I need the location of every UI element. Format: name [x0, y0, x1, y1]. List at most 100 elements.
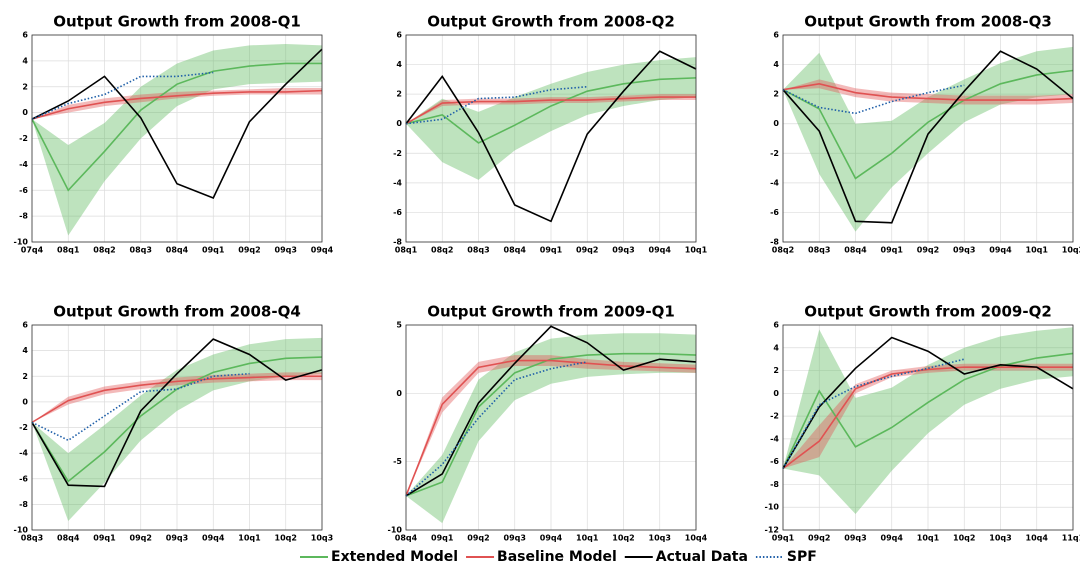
x-tick-label: 09q4	[649, 246, 672, 255]
y-tick-label: -10	[765, 503, 780, 512]
y-tick-label: -6	[770, 457, 779, 466]
series-line	[31, 71, 214, 120]
panel: -8 -6 -4 -2 0 2 4 6 08q1 08q2 08q3 08q4 09q1 09q2 09q3…	[393, 13, 708, 255]
chart-title: Output Growth from 2008-Q3	[804, 13, 1052, 31]
y-tick-label: 4	[773, 60, 779, 69]
series-line	[405, 85, 588, 125]
series-line	[31, 62, 322, 192]
panel: -12 -10 -8 -6 -4 -2 0 2 4 6 09q1 09q2 09q3 09q4 10q1 10…	[765, 303, 1080, 543]
y-tick-label: -4	[19, 160, 28, 169]
x-tick-label: 08q3	[467, 246, 489, 255]
y-tick-label: -2	[393, 149, 402, 158]
y-tick-label: 4	[22, 56, 28, 65]
x-tick-label: 08q3	[21, 534, 43, 543]
x-tick-label: 09q1	[772, 534, 795, 543]
series-line	[405, 352, 697, 497]
chart-title: Output Growth from 2009-Q1	[427, 303, 675, 321]
y-tick-label: -10	[388, 526, 403, 535]
y-tick-label: -8	[393, 238, 402, 247]
series-line	[782, 352, 1074, 469]
x-tick-label: 09q1	[202, 246, 225, 255]
panel: -10 -8 -6 -4 -2 0 2 4 6 07q4 08q1 08q2 08q3 08q4 09q1 0…	[14, 13, 334, 255]
x-tick-label: 09q1	[93, 534, 116, 543]
series-line	[405, 96, 696, 125]
x-tick-label: 10q1	[1026, 246, 1049, 255]
plot-frame	[782, 34, 1074, 243]
series-line	[31, 48, 323, 200]
x-tick-label: 09q2	[576, 246, 598, 255]
band	[783, 46, 1073, 232]
x-tick-label: 10q1	[917, 534, 940, 543]
x-tick-label: 10q2	[275, 534, 297, 543]
series-line	[31, 356, 323, 483]
y-tick-label: -10	[14, 238, 29, 247]
series-line	[782, 50, 1074, 224]
series-line	[31, 375, 322, 424]
panel: -10 -5 0 5 08q4 09q1 09q2 09q3 09q4 10q1 10q2 10q3 1…	[388, 303, 708, 543]
y-tick-label: -4	[770, 434, 779, 443]
y-tick-label: -8	[19, 212, 28, 221]
x-tick-label: 09q3	[166, 534, 188, 543]
band	[406, 355, 696, 496]
chart-title: Output Growth from 2008-Q2	[427, 13, 675, 31]
y-tick-label: 4	[396, 60, 402, 69]
y-tick-label: -8	[770, 480, 779, 489]
y-tick-label: 2	[773, 366, 779, 375]
y-tick-label: 2	[396, 90, 402, 99]
x-tick-label: 10q3	[989, 534, 1011, 543]
y-tick-label: -6	[19, 186, 28, 195]
x-tick-label: 10q2	[1062, 246, 1080, 255]
x-tick-label: 09q1	[881, 246, 904, 255]
x-tick-label: 10q1	[685, 246, 708, 255]
y-tick-label: 2	[22, 82, 28, 91]
x-tick-label: 07q4	[21, 246, 44, 255]
chart-title: Output Growth from 2008-Q4	[53, 303, 301, 321]
x-tick-label: 08q4	[166, 246, 189, 255]
y-tick-label: 6	[22, 321, 28, 330]
series-line	[782, 336, 1074, 469]
x-tick-label: 09q2	[917, 246, 939, 255]
y-tick-label: -2	[19, 423, 28, 432]
x-tick-label: 08q1	[57, 246, 80, 255]
series-line	[405, 359, 697, 497]
series-line	[782, 82, 1074, 101]
x-tick-label: 10q1	[576, 534, 599, 543]
y-tick-label: 0	[22, 108, 28, 117]
legend-label: SPF	[787, 549, 817, 565]
x-tick-label: 08q1	[395, 246, 418, 255]
y-tick-label: 6	[396, 31, 402, 40]
legend: Extended Model Baseline Model Actual Data S…	[300, 549, 817, 565]
y-tick-label: 6	[22, 31, 28, 40]
y-tick-label: 0	[396, 389, 402, 398]
band	[783, 327, 1073, 515]
panel: -10 -8 -6 -4 -2 0 2 4 6 08q3 08q4 09q1 09q2 09q3 09q4 1…	[14, 303, 334, 543]
x-tick-label: 08q2	[93, 246, 115, 255]
plot-frame	[405, 34, 697, 243]
y-tick-label: 4	[22, 346, 28, 355]
x-tick-label: 09q1	[540, 246, 563, 255]
x-tick-label: 10q4	[1026, 534, 1049, 543]
y-tick-label: -6	[393, 208, 402, 217]
legend-label: Actual Data	[656, 549, 748, 565]
x-tick-label: 09q4	[202, 534, 225, 543]
x-tick-label: 09q4	[989, 246, 1012, 255]
x-tick-label: 08q4	[395, 534, 418, 543]
x-tick-label: 08q4	[844, 246, 867, 255]
x-tick-label: 10q2	[953, 534, 975, 543]
plot-frame	[405, 324, 697, 531]
y-tick-label: -4	[393, 178, 402, 187]
x-tick-label: 09q2	[130, 534, 152, 543]
y-tick-label: -2	[19, 134, 28, 143]
x-tick-label: 08q4	[57, 534, 80, 543]
band	[406, 57, 696, 180]
x-tick-label: 09q2	[238, 246, 260, 255]
x-tick-label: 10q2	[612, 534, 634, 543]
series-line	[405, 361, 588, 497]
x-tick-label: 09q3	[612, 246, 634, 255]
y-tick-label: 2	[773, 90, 779, 99]
x-tick-label: 08q2	[772, 246, 794, 255]
panel: -8 -6 -4 -2 0 2 4 6 08q2 08q3 08q4 09q1 09q2 09q3 09q4…	[770, 13, 1080, 255]
x-tick-label: 08q4	[504, 246, 527, 255]
x-tick-label: 09q2	[808, 534, 830, 543]
x-tick-label: 09q3	[504, 534, 526, 543]
